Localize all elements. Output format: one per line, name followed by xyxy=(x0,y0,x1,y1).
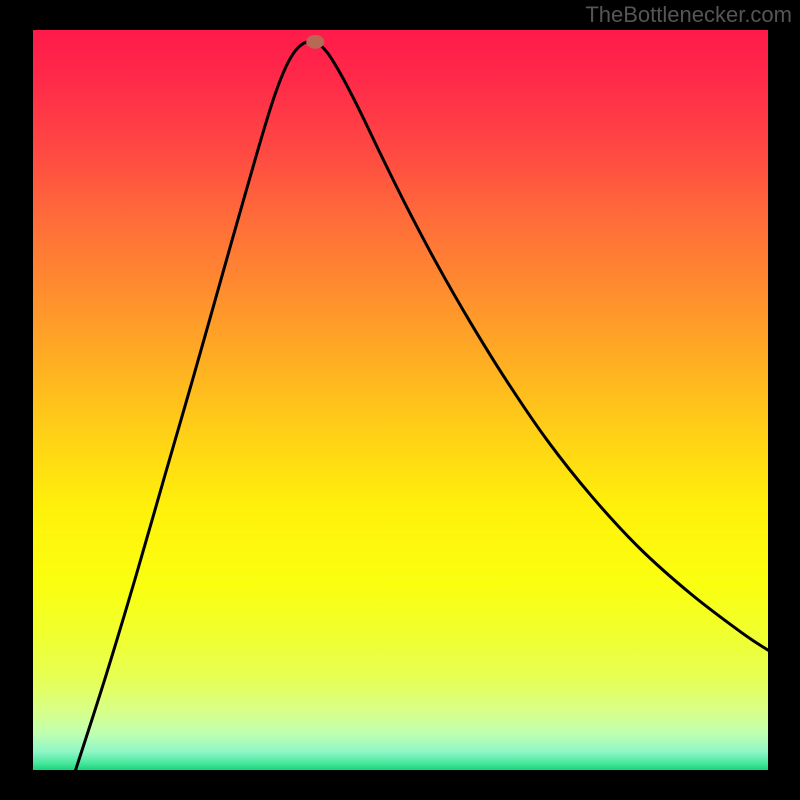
bottleneck-chart xyxy=(0,0,800,800)
plot-area xyxy=(33,30,768,770)
watermark-label: TheBottlenecker.com xyxy=(585,2,792,28)
chart-container: TheBottlenecker.com xyxy=(0,0,800,800)
optimal-point-marker xyxy=(306,35,324,49)
